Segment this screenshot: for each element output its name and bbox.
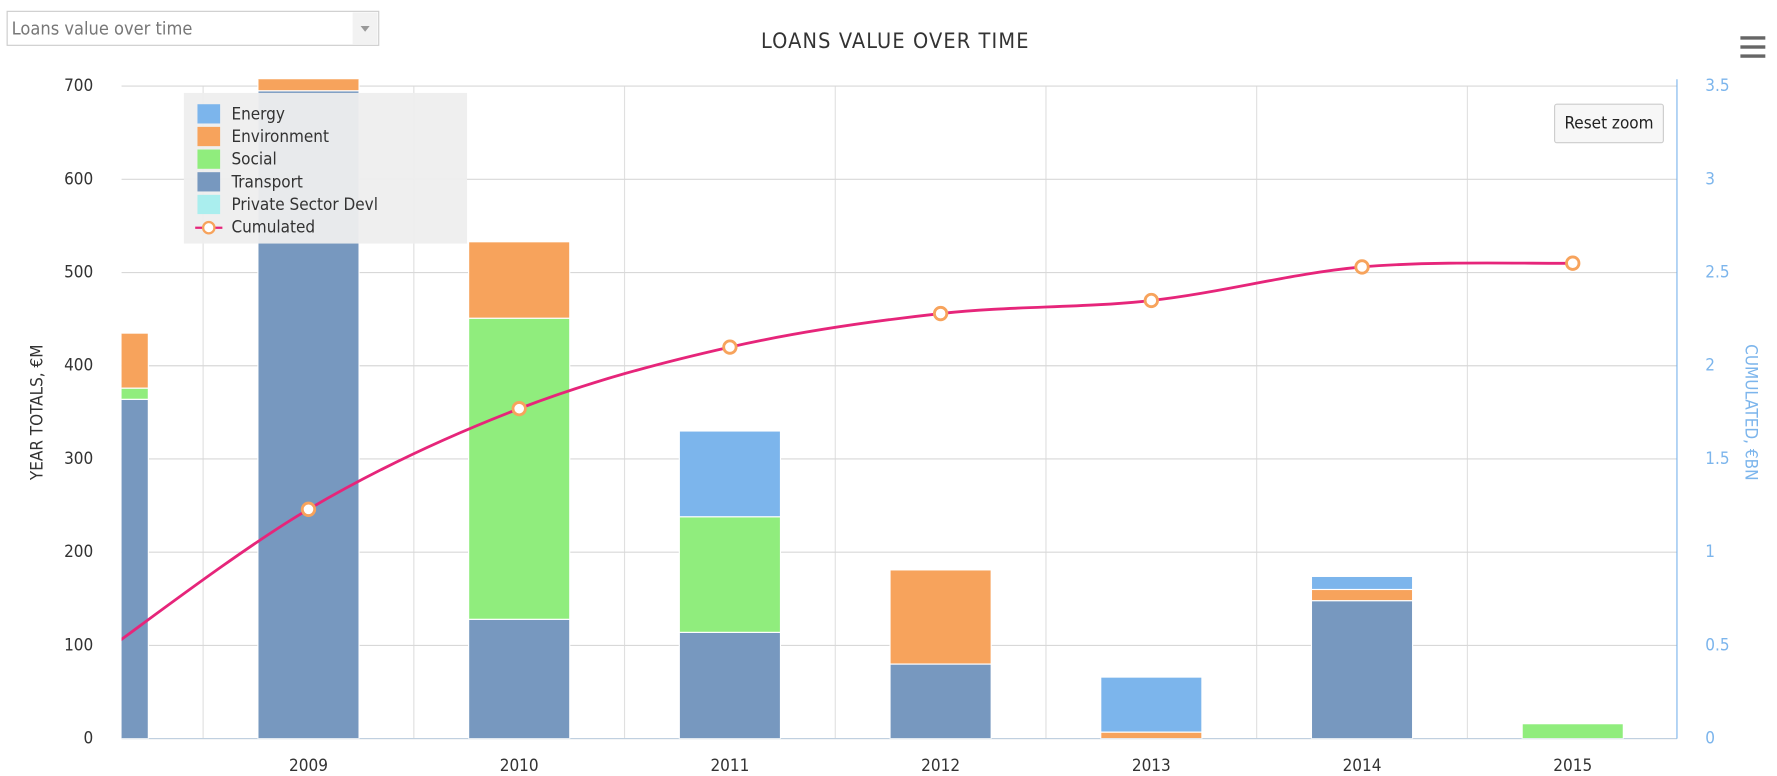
bar-segment [889,569,992,665]
line-marker [1565,255,1581,271]
y2-axis-title: CUMULATED, €BN [1741,344,1761,480]
bar-segment [1100,731,1203,739]
y-axis-title: YEAR TOTALS, €M [28,345,48,482]
y-tick-label: 300 [64,449,93,469]
bar-segment [678,516,782,633]
y-tick-label: 100 [64,635,93,655]
x-tick-label: 2009 [289,756,328,776]
bar-segment [468,618,571,739]
y2-tick-label: 2.5 [1705,263,1729,283]
y-tick-label: 400 [64,356,93,376]
bar-segment [468,317,571,620]
bar-segment [121,398,149,739]
bar-segment [1310,600,1414,739]
legend-marker [201,220,216,235]
legend-swatch [197,194,221,215]
legend-label[interactable]: Environment [231,127,329,147]
reset-zoom-label: Reset zoom [1564,113,1653,133]
menu-bar [1740,36,1766,40]
y2-tick-label: 1.5 [1705,449,1729,469]
bar-segment [121,387,149,400]
y2-tick-label: 1 [1705,542,1715,562]
x-tick-label: 2012 [921,756,960,776]
line-marker [1143,292,1159,309]
reset-zoom-button[interactable]: Reset zoom [1554,103,1664,144]
bar-segment [1310,575,1414,591]
bar-segment [678,430,782,518]
legend-swatch [197,149,221,169]
line-marker [511,400,527,417]
bar-segment [889,663,992,739]
x-tick-label: 2011 [710,756,749,776]
dropdown-label: Loans value over time [12,18,193,39]
y-tick-label: 500 [64,263,93,283]
y-tick-label: 700 [64,76,93,96]
legend-label[interactable]: Energy [231,104,284,124]
x-tick-label: 2015 [1553,756,1592,776]
y2-tick-label: 0 [1705,729,1715,749]
bar-segment [1310,588,1414,602]
line-marker [722,339,738,355]
bar-segment [257,79,360,92]
menu-icon[interactable] [1740,36,1766,58]
bar-segment [121,332,149,389]
y2-tick-label: 3 [1705,169,1715,189]
line-marker [1354,259,1370,275]
reset-zoom-box[interactable] [1554,103,1664,144]
bar-segment [678,631,782,739]
y-tick-label: 200 [64,542,93,562]
legend-label[interactable]: Social [231,150,276,170]
legend-label[interactable]: Transport [230,172,302,192]
line-marker [300,501,317,517]
chart-title: LOANS VALUE OVER TIME [761,29,1030,54]
menu-bar [1740,45,1766,49]
y-tick-label: 0 [84,729,94,749]
dropdown-arrow [360,26,370,32]
dropdown-box[interactable] [6,10,380,46]
y2-tick-label: 2 [1705,356,1715,376]
bar-segment [468,241,571,319]
x-tick-label: 2014 [1343,756,1382,776]
y-tick-label: 600 [64,169,93,189]
bar-segment [1100,676,1203,733]
legend-swatch [197,104,221,124]
dropdown[interactable]: Loans value over time [6,10,380,46]
x-tick-label: 2010 [500,756,539,776]
legend-label[interactable]: Cumulated [231,218,315,238]
y2-tick-label: 0.5 [1705,635,1729,655]
y2-tick-label: 3.5 [1705,76,1729,96]
legend-label[interactable]: Private Sector Devl [231,195,378,215]
line-marker [92,650,104,662]
menu-bar [1740,54,1766,58]
legend-box [183,92,468,244]
legend-swatch [197,172,221,192]
x-tick-label: 2013 [1132,756,1171,776]
legend-swatch [197,126,221,147]
line-marker [932,305,949,322]
bar-segment [1521,723,1624,739]
